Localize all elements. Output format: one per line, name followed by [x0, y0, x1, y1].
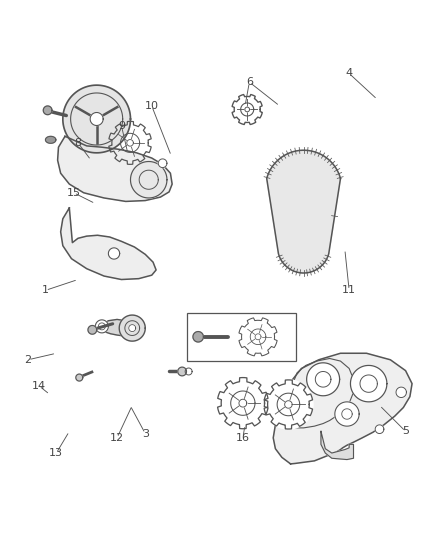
Polygon shape [158, 159, 167, 167]
Polygon shape [239, 317, 278, 356]
Text: 9: 9 [118, 120, 125, 131]
Text: 8: 8 [74, 138, 81, 148]
Polygon shape [285, 401, 292, 408]
Polygon shape [217, 377, 268, 429]
Polygon shape [131, 161, 167, 198]
Polygon shape [193, 332, 203, 342]
Polygon shape [127, 140, 133, 146]
Text: 13: 13 [49, 448, 64, 458]
Polygon shape [46, 136, 56, 143]
Polygon shape [396, 387, 406, 398]
Text: 10: 10 [145, 101, 159, 111]
Polygon shape [95, 320, 108, 333]
Polygon shape [232, 94, 262, 125]
Text: 15: 15 [67, 188, 81, 198]
Text: 12: 12 [110, 433, 124, 443]
Polygon shape [88, 326, 97, 334]
Polygon shape [335, 402, 359, 426]
Text: 2: 2 [25, 355, 32, 365]
Polygon shape [119, 315, 145, 341]
Text: 3: 3 [142, 429, 149, 439]
Polygon shape [109, 122, 152, 164]
Text: 14: 14 [32, 381, 46, 391]
Text: 4: 4 [346, 68, 353, 78]
Polygon shape [178, 367, 187, 376]
Polygon shape [43, 106, 52, 115]
Polygon shape [90, 112, 103, 125]
Text: 11: 11 [342, 285, 356, 295]
Polygon shape [239, 399, 247, 407]
Polygon shape [307, 363, 339, 396]
Polygon shape [321, 431, 353, 459]
Polygon shape [58, 136, 172, 201]
Polygon shape [129, 325, 136, 332]
Polygon shape [375, 425, 384, 433]
Polygon shape [273, 353, 412, 464]
Polygon shape [264, 380, 313, 429]
Polygon shape [255, 334, 261, 340]
Polygon shape [60, 208, 156, 279]
Polygon shape [76, 374, 83, 381]
Text: 1: 1 [42, 285, 49, 295]
Text: 16: 16 [236, 433, 250, 443]
Polygon shape [350, 366, 387, 402]
Polygon shape [245, 107, 250, 112]
Polygon shape [98, 319, 137, 336]
Text: 5: 5 [402, 426, 409, 437]
Text: 6: 6 [246, 77, 253, 87]
Polygon shape [108, 248, 120, 259]
FancyBboxPatch shape [187, 313, 296, 361]
Polygon shape [63, 85, 131, 153]
Polygon shape [267, 150, 340, 273]
